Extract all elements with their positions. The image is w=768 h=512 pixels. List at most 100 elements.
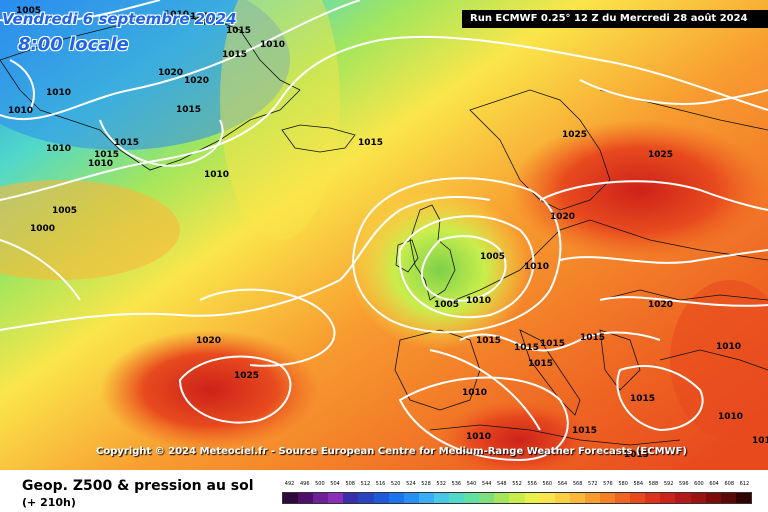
isobar-label: 1020 bbox=[196, 336, 221, 346]
isobar-label: 1020 bbox=[184, 76, 209, 86]
legend-label: 536 bbox=[451, 481, 462, 487]
isobar-label: 1010 bbox=[716, 342, 741, 352]
legend-label: 608 bbox=[724, 481, 735, 487]
legend-swatch bbox=[343, 493, 359, 503]
isobars bbox=[0, 0, 768, 460]
isobar-label: 1025 bbox=[648, 150, 673, 160]
legend-swatch bbox=[358, 493, 374, 503]
isobar-label: 1010 bbox=[46, 144, 71, 154]
legend-swatch bbox=[373, 493, 389, 503]
legend-swatch bbox=[433, 493, 450, 503]
legend-label: 552 bbox=[512, 481, 522, 487]
isobar-label: 1020 bbox=[648, 300, 673, 310]
legend-label: 576 bbox=[603, 481, 613, 487]
forecast-map: 1005 1010 1015 1015 1015 1015 1010 1020 1020 1010… bbox=[0, 0, 768, 470]
legend-swatch bbox=[675, 493, 691, 503]
legend-swatch bbox=[660, 493, 676, 503]
isobar-label: 1000 bbox=[30, 224, 55, 234]
legend-swatch bbox=[509, 493, 525, 503]
copyright-notice: Copyright © 2024 Meteociel.fr - Source E… bbox=[96, 446, 687, 457]
legend-swatch bbox=[524, 493, 540, 503]
isobar-label: 1015 bbox=[176, 105, 201, 115]
legend-label: 596 bbox=[678, 481, 689, 487]
isobar-label: 1010 bbox=[260, 40, 285, 50]
legend-swatch bbox=[283, 493, 299, 503]
legend-labels: 492 496 500 504 508 512 516 520 524 528 532 536 540 5… bbox=[282, 481, 752, 489]
isobar-label: 1005 bbox=[16, 6, 41, 16]
legend-label: 508 bbox=[345, 481, 355, 487]
legend-label: 516 bbox=[375, 481, 386, 487]
isobar-label: 1010 bbox=[524, 262, 549, 272]
isobar-label: 1010 bbox=[462, 388, 487, 398]
legend-swatch bbox=[328, 493, 344, 503]
isobar-label: 1015 bbox=[114, 138, 139, 148]
legend-label: 556 bbox=[527, 481, 537, 487]
isobar-label: 1015 bbox=[514, 343, 539, 353]
isobar-label: 1005 bbox=[434, 300, 459, 310]
isobar-label: 1015 bbox=[194, 18, 219, 28]
legend-label: 544 bbox=[481, 481, 492, 487]
legend-label: 496 bbox=[299, 481, 310, 487]
isobar-label: 1010 bbox=[88, 159, 113, 169]
high-pressure-center-atlantic bbox=[100, 330, 320, 450]
pressure-labels: 1005 101010151015101510151010102010201010… bbox=[8, 6, 768, 460]
isobar-label: 1010 bbox=[466, 296, 491, 306]
isobar-label: 1010 bbox=[46, 88, 71, 98]
legend-label: 504 bbox=[330, 481, 340, 487]
legend-swatch bbox=[313, 493, 329, 503]
legend-label: 524 bbox=[406, 481, 416, 487]
high-pressure-center-europe bbox=[510, 120, 768, 260]
isobar-label: 1015 bbox=[540, 339, 565, 349]
forecast-lead-time: (+ 210h) bbox=[22, 496, 76, 509]
legend-label: 564 bbox=[557, 481, 568, 487]
legend-label: 580 bbox=[618, 481, 628, 487]
isobar-label: 1010 bbox=[718, 412, 743, 422]
legend-label: 540 bbox=[466, 481, 477, 487]
legend-swatch bbox=[388, 493, 404, 503]
isobar-label: 1005 bbox=[52, 206, 77, 216]
legend-label: 492 bbox=[284, 481, 295, 487]
legend-swatch bbox=[705, 493, 721, 503]
legend-label: 520 bbox=[390, 481, 401, 487]
legend-swatch bbox=[449, 493, 465, 503]
legend-label: 588 bbox=[648, 481, 659, 487]
isobar-label: 1015 bbox=[528, 359, 553, 369]
isobar-label: 1015 bbox=[572, 426, 597, 436]
legend-label: 612 bbox=[739, 481, 750, 487]
legend-swatch bbox=[418, 493, 434, 503]
legend-swatch bbox=[554, 493, 570, 503]
legend-label: 500 bbox=[315, 481, 325, 487]
isobar-label: 1020 bbox=[550, 212, 575, 222]
legend-swatch bbox=[690, 493, 706, 503]
legend-label: 560 bbox=[542, 481, 553, 487]
legend-label: 584 bbox=[633, 481, 644, 487]
legend-label: 600 bbox=[694, 481, 704, 487]
legend-label: 548 bbox=[497, 481, 507, 487]
forecast-date: Vendredi 6 septembre 2024 bbox=[2, 10, 237, 28]
legend-swatch bbox=[539, 493, 555, 503]
forecast-time: 8:00 locale bbox=[18, 34, 129, 55]
color-scale bbox=[282, 492, 752, 504]
legend-label: 528 bbox=[421, 481, 431, 487]
isobar-label: 1015 bbox=[580, 333, 605, 343]
isobar-label: 1025 bbox=[234, 371, 259, 381]
legend-swatch bbox=[569, 493, 585, 503]
isobar-label: 1015 bbox=[358, 138, 383, 148]
legend-panel: Geop. Z500 & pression au sol (+ 210h) 49… bbox=[0, 470, 768, 512]
isobar-label: 1010 bbox=[8, 106, 33, 116]
isobar-label: 1015 bbox=[222, 50, 247, 60]
legend-swatch bbox=[720, 493, 736, 503]
isobar-label: 1015 bbox=[476, 336, 501, 346]
isobar-label: 1015 bbox=[624, 450, 649, 460]
legend-label: 568 bbox=[572, 481, 583, 487]
isobar-label: 1015 bbox=[226, 26, 251, 36]
legend-swatch bbox=[584, 493, 600, 503]
isobar-label: 1020 bbox=[158, 68, 183, 78]
isobar-label: 1015 bbox=[630, 394, 655, 404]
legend-label: 592 bbox=[663, 481, 674, 487]
isobar-label: 1015 bbox=[94, 150, 119, 160]
isobar-label: 1010 bbox=[204, 170, 229, 180]
legend-swatch bbox=[630, 493, 646, 503]
legend-label: 512 bbox=[360, 481, 371, 487]
legend-label: 604 bbox=[709, 481, 719, 487]
